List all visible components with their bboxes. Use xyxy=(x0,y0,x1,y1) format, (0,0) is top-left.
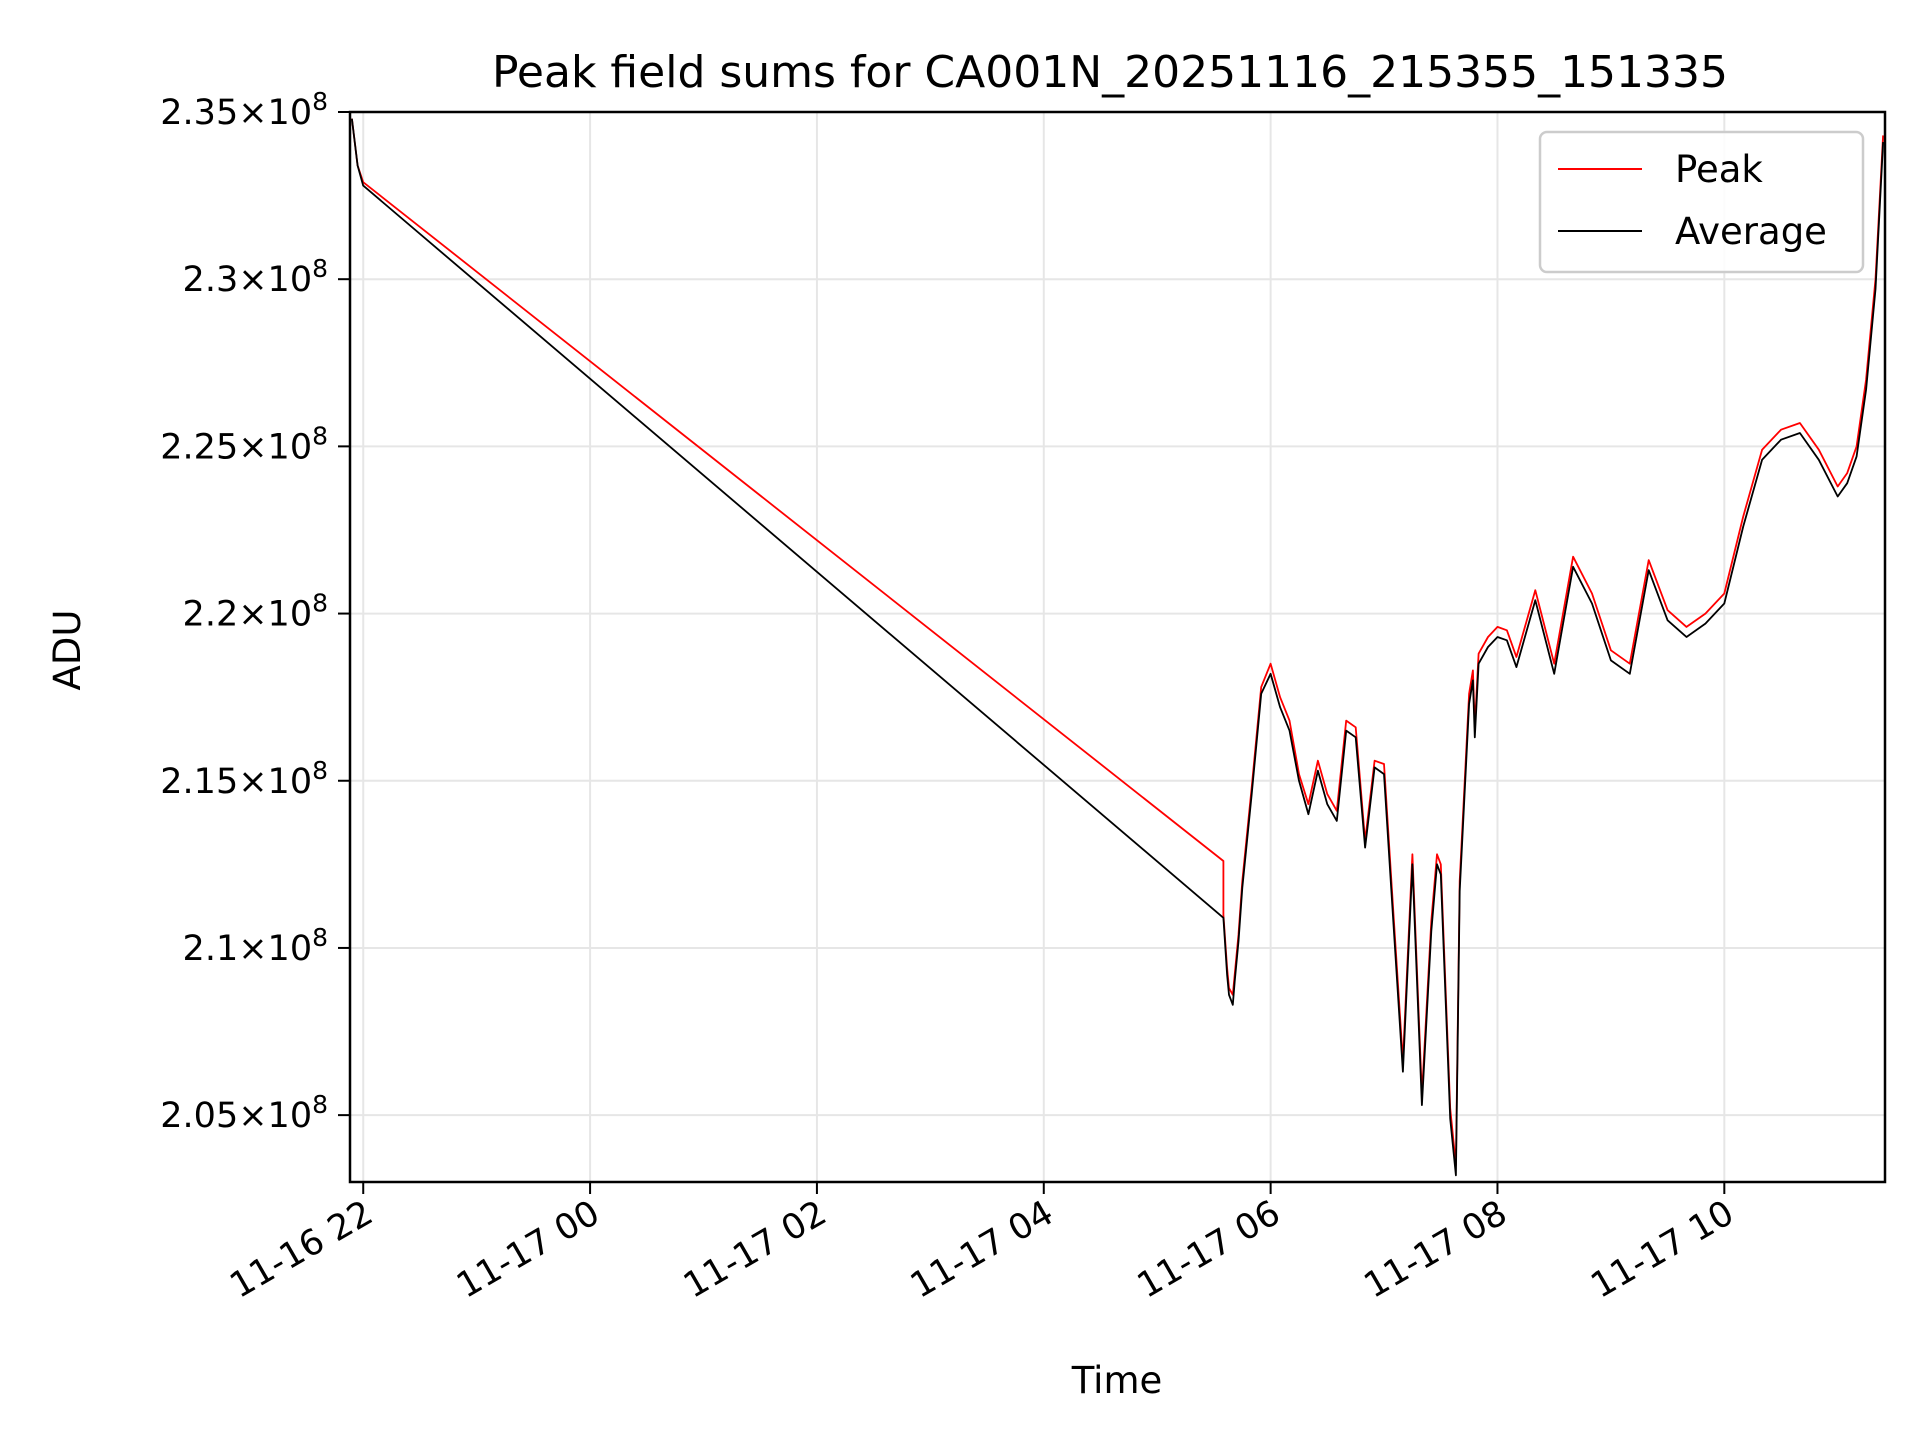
y-tick-base: 10 xyxy=(268,427,313,467)
y-tick-exponent: 8 xyxy=(312,756,328,785)
y-tick-label: 2.35×108 xyxy=(160,87,328,133)
y-tick-mantissa: 2.25× xyxy=(160,427,267,467)
legend: Peak Average xyxy=(1538,130,1865,274)
chart-title: Peak field sums for CA001N_20251116_2153… xyxy=(492,47,1728,98)
y-tick-exponent: 8 xyxy=(312,1090,328,1119)
series-line-average xyxy=(351,118,1884,1177)
y-tick-mantissa: 2.35× xyxy=(160,93,267,133)
y-tick-label: 2.25×108 xyxy=(160,421,328,467)
y-tick-label: 2.1×108 xyxy=(183,923,328,969)
y-axis-label: ADU xyxy=(46,610,89,691)
y-tick-label: 2.15×108 xyxy=(160,756,328,802)
y-tick-label: 2.05×108 xyxy=(160,1090,328,1136)
y-tick-exponent: 8 xyxy=(312,923,328,952)
y-tick-exponent: 8 xyxy=(312,254,328,283)
y-tick-mantissa: 2.05× xyxy=(160,1096,267,1136)
y-tick-mantissa: 2.2× xyxy=(183,595,268,635)
y-tick-base: 10 xyxy=(268,929,313,969)
y-tick-mantissa: 2.1× xyxy=(183,929,268,969)
y-tick-base: 10 xyxy=(268,1096,313,1136)
y-axis-ticks: 2.05×1082.1×1082.15×1082.2×1082.25×1082.… xyxy=(160,87,350,1136)
x-axis-label: Time xyxy=(1071,1359,1163,1402)
y-tick-exponent: 8 xyxy=(312,589,328,618)
y-tick-base: 10 xyxy=(268,595,313,635)
plot-area-frame xyxy=(348,110,1887,1184)
y-tick-exponent: 8 xyxy=(312,421,328,450)
legend-box xyxy=(1538,130,1865,274)
y-tick-base: 10 xyxy=(268,93,313,133)
y-tick-mantissa: 2.3× xyxy=(183,260,268,300)
y-tick-mantissa: 2.15× xyxy=(160,762,267,802)
y-tick-base: 10 xyxy=(268,260,313,300)
y-tick-base: 10 xyxy=(268,762,313,802)
legend-label-peak: Peak xyxy=(1675,148,1763,191)
y-tick-exponent: 8 xyxy=(312,87,328,116)
series-lines xyxy=(351,118,1884,1177)
legend-label-average: Average xyxy=(1675,210,1827,253)
y-tick-label: 2.3×108 xyxy=(183,254,328,300)
y-tick-label: 2.2×108 xyxy=(183,589,328,635)
